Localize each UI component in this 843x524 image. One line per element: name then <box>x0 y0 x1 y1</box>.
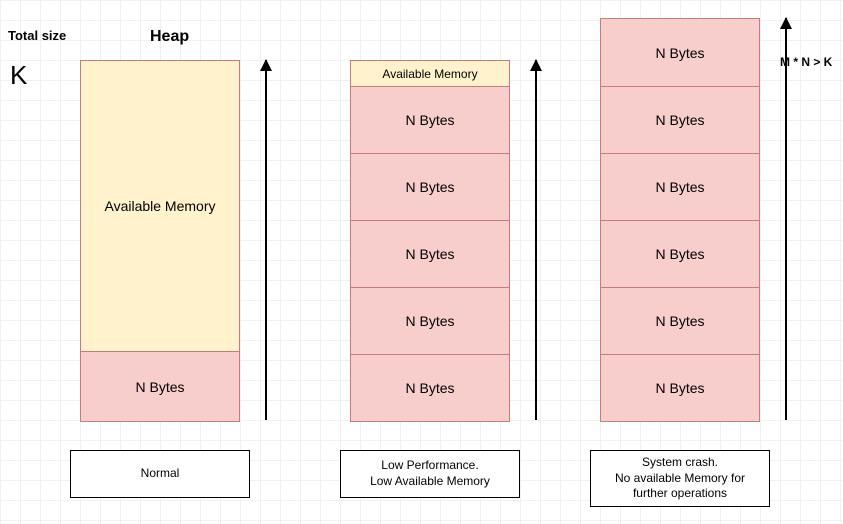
caption-heap-low: Low Performance. Low Available Memory <box>340 450 520 498</box>
caption-heap-crash: System crash. No available Memory for fu… <box>590 450 770 507</box>
available-memory-block: Available Memory <box>351 61 509 86</box>
used-block: N Bytes <box>601 153 759 220</box>
used-block: N Bytes <box>601 19 759 86</box>
used-block: N Bytes <box>601 354 759 421</box>
growth-arrow-icon <box>785 18 787 420</box>
used-block: N Bytes <box>601 86 759 153</box>
used-block: N Bytes <box>351 287 509 354</box>
growth-arrow-icon <box>265 60 267 420</box>
caption-heap-normal: Normal <box>70 450 250 498</box>
heap-crash: N BytesN BytesN BytesN BytesN BytesN Byt… <box>600 18 760 422</box>
growth-arrow-icon <box>535 60 537 420</box>
used-block: N Bytes <box>601 287 759 354</box>
heap-label: Heap <box>150 28 189 46</box>
heap-low: Available MemoryN BytesN BytesN BytesN B… <box>350 60 510 422</box>
used-block: N Bytes <box>351 220 509 287</box>
used-block: N Bytes <box>601 220 759 287</box>
used-block: N Bytes <box>351 354 509 421</box>
available-memory-block: Available Memory <box>81 61 239 351</box>
used-block: N Bytes <box>351 86 509 153</box>
total-size-label: Total size <box>8 28 66 43</box>
formula-label: M * N > K <box>780 55 832 69</box>
heap-normal: Available MemoryN Bytes <box>80 60 240 422</box>
used-block: N Bytes <box>81 351 239 421</box>
used-block: N Bytes <box>351 153 509 220</box>
k-label: K <box>10 60 27 91</box>
